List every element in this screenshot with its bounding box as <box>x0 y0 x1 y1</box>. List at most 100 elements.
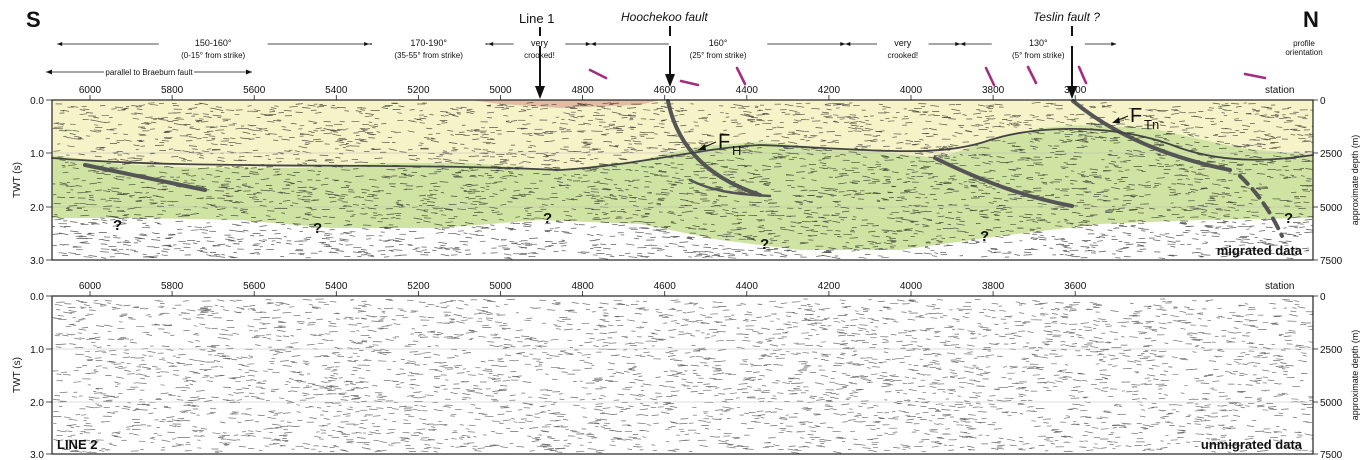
orientation-note: crooked! <box>524 51 555 60</box>
orientation-note: (5° from strike) <box>1012 51 1065 60</box>
orientation-segment: 160° (25° from strike) <box>590 36 846 60</box>
orientation-segment: very crooked! <box>845 36 961 60</box>
twt-tick-label: 1.0 <box>30 345 44 356</box>
mid-fault-line <box>933 156 1074 208</box>
station-tick-label: 4200 <box>818 85 841 96</box>
station-tick-label: 6000 <box>79 281 102 292</box>
twt-tick-label: 3.0 <box>30 450 44 460</box>
station-tick-label: 4400 <box>736 85 759 96</box>
depth-axis-label-bottom: approximate depth (m) <box>1350 330 1360 421</box>
fault-tn-main: F <box>1130 105 1142 127</box>
hoochekoo-arrow <box>665 26 675 87</box>
migrated-panel: F H F Tn ? ? ? ? ? ? migrated data <box>51 99 1314 261</box>
station-tick-label: 4000 <box>900 85 923 96</box>
south-label: S <box>26 7 41 32</box>
depth-tick-label: 0 <box>1320 292 1326 303</box>
hoochekoo-fault-line <box>666 99 762 197</box>
orientation-mark <box>1243 72 1267 80</box>
south-thrust-line <box>83 163 207 192</box>
migrated-reflector-texture <box>52 101 1313 260</box>
orientation-azimuth: 170-190° <box>410 38 447 48</box>
teslin-fault-line <box>1071 99 1232 172</box>
orientation-marks <box>588 65 1267 87</box>
surface-unit-fill <box>470 100 660 108</box>
depth-axis-label-top: approximate depth (m) <box>1350 135 1360 226</box>
question-mark: ? <box>760 236 769 253</box>
orientation-mark <box>735 66 747 86</box>
station-tick-label: 4400 <box>736 281 759 292</box>
station-tick-label: 5400 <box>325 281 348 292</box>
station-tick-label: 4000 <box>900 281 923 292</box>
station-tick-label: 5200 <box>407 85 430 96</box>
orientation-mark <box>588 68 608 80</box>
migrated-data-label: migrated data <box>1217 243 1303 258</box>
station-tick-label: 5800 <box>161 85 184 96</box>
north-label: N <box>1303 7 1319 32</box>
question-mark: ? <box>543 210 552 227</box>
braeburn-note-text: parallel to Braeburn fault <box>105 68 193 77</box>
unmigrated-panel: LINE 2 unmigrated data <box>51 295 1314 455</box>
unmigrated-reflector-texture <box>52 298 1313 454</box>
station-tick-label: 4600 <box>654 281 677 292</box>
lower-unit-fill <box>52 125 1313 250</box>
orientation-mark <box>984 66 996 87</box>
question-mark: ? <box>980 228 989 245</box>
station-tick-label: 3800 <box>982 85 1005 96</box>
depth-tick-label: 0 <box>1320 96 1326 107</box>
uncertainty-markers: ? ? ? ? ? ? <box>113 210 1293 253</box>
unmigrated-panel-frame <box>51 295 1314 455</box>
fault-tn-sub: Tn <box>1144 117 1159 132</box>
profile-orientation-label-1: profile <box>1293 39 1315 48</box>
station-axis-label: station <box>1265 281 1294 292</box>
station-tick-label: 4800 <box>571 281 594 292</box>
station-tick-label: 5000 <box>489 281 512 292</box>
twt-tick-label: 2.0 <box>30 203 44 214</box>
teslin-fault-dashed <box>1238 174 1284 238</box>
orientation-mark <box>1026 65 1038 85</box>
orientation-note: (35-55° from strike) <box>394 51 463 60</box>
twt-tick-label: 1.0 <box>30 149 44 160</box>
braeburn-note: parallel to Braeburn fault <box>46 66 252 77</box>
twt-tick-label: 0.0 <box>30 292 44 303</box>
depth-tick-label: 7500 <box>1320 256 1343 267</box>
station-tick-label: 3600 <box>1064 281 1087 292</box>
unmigrated-panel-background <box>52 296 1313 454</box>
unmigrated-data-label: unmigrated data <box>1201 437 1303 452</box>
station-tick-label: 5600 <box>243 281 266 292</box>
orientation-mark <box>1077 65 1088 85</box>
orientation-note: crooked! <box>887 51 918 60</box>
depth-tick-label: 5000 <box>1320 398 1343 409</box>
orientation-note: (25° from strike) <box>690 51 747 60</box>
line2-label: LINE 2 <box>57 437 97 452</box>
station-axis-label: station <box>1265 85 1294 96</box>
depth-tick-label: 5000 <box>1320 203 1343 214</box>
orientation-azimuth: very <box>894 38 912 48</box>
hoochekoo-fault-splay <box>688 178 772 198</box>
station-tick-label: 4200 <box>818 281 841 292</box>
question-mark: ? <box>113 217 122 234</box>
line1-label: Line 1 <box>519 11 554 26</box>
profile-orientation-label-2: orientation <box>1285 48 1322 57</box>
orientation-note: (0-15° from strike) <box>181 51 245 60</box>
migrated-panel-frame <box>51 99 1314 261</box>
station-tick-label: 5000 <box>489 85 512 96</box>
station-tick-label: 5400 <box>325 85 348 96</box>
question-mark: ? <box>313 220 322 237</box>
station-tick-label: 3600 <box>1064 85 1087 96</box>
orientation-segment: 130° (5° from strike) <box>960 36 1117 60</box>
y-axis-label-bottom: TWT (s) <box>12 357 23 393</box>
axes: 6000 5800 5600 5400 5200 5000 4800 4600 4400 4200… <box>30 85 1343 460</box>
orientation-segment: very crooked! <box>488 36 591 60</box>
orientation-annotations: 150-160° (0-15° from strike) 170-190° (35-5… <box>57 36 1117 60</box>
station-tick-label: 5200 <box>407 281 430 292</box>
twt-tick-label: 3.0 <box>30 256 44 267</box>
hoochekoo-fault-label: Hoochekoo fault <box>621 10 708 24</box>
station-tick-label: 6000 <box>79 85 102 96</box>
orientation-mark <box>679 79 700 87</box>
depth-tick-label: 7500 <box>1320 450 1343 460</box>
orientation-azimuth: 130° <box>1029 38 1048 48</box>
fault-h-sub: H <box>732 143 741 158</box>
fault-lines <box>51 99 1314 238</box>
orientation-segment: 170-190° (35-55° from strike) <box>369 36 489 60</box>
